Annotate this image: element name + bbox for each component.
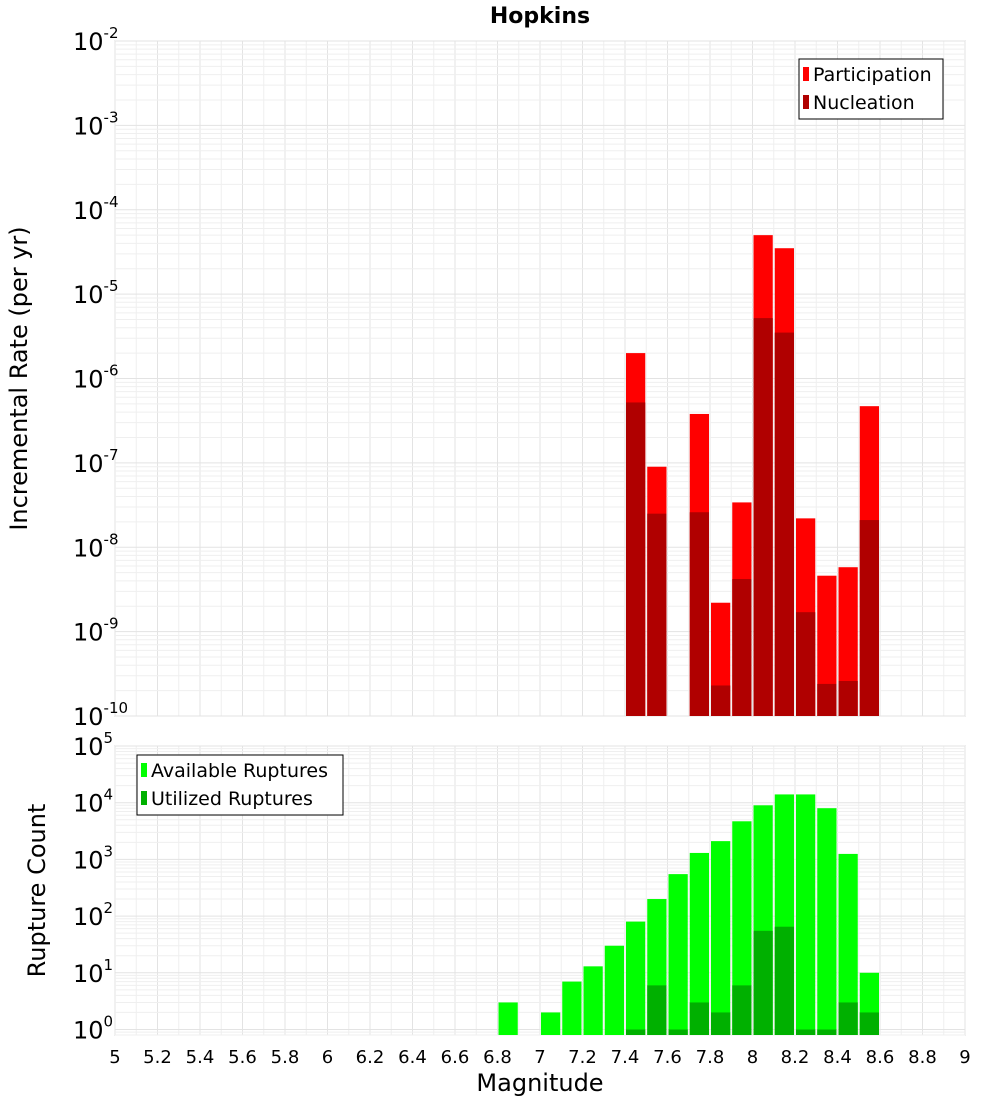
- y-tick-label: 105: [73, 729, 113, 761]
- bar-utilized-ruptures: [647, 985, 667, 1035]
- x-tick-label: 8.2: [781, 1047, 810, 1068]
- bar-available-ruptures: [732, 821, 752, 1035]
- x-tick-label: 6.6: [441, 1047, 470, 1068]
- bar-available-ruptures: [796, 794, 816, 1035]
- x-tick-label: 5.4: [186, 1047, 215, 1068]
- legend-entry: Available Ruptures: [151, 760, 328, 782]
- legend-swatch: [803, 67, 809, 81]
- y-tick-label: 10-10: [73, 699, 128, 731]
- x-tick-label: 6.2: [356, 1047, 385, 1068]
- x-tick-label: 8.8: [908, 1047, 937, 1068]
- legend-entry: Participation: [813, 64, 932, 86]
- x-tick-label: 5.6: [228, 1047, 257, 1068]
- x-tick-label: 6.8: [483, 1047, 512, 1068]
- y-tick-label: 104: [73, 786, 113, 818]
- y-tick-label: 10-5: [73, 277, 119, 309]
- bar-available-ruptures: [817, 808, 837, 1035]
- x-tick-label: 8.6: [866, 1047, 895, 1068]
- y-tick-label: 10-4: [73, 193, 119, 225]
- x-tick-label: 5: [109, 1047, 120, 1068]
- legend-entry: Nucleation: [813, 92, 915, 114]
- x-tick-label: 8.4: [823, 1047, 852, 1068]
- bar-nucleation: [859, 520, 879, 716]
- bar-nucleation: [689, 512, 709, 716]
- x-tick-label: 7.4: [611, 1047, 640, 1068]
- legend-box: [136, 754, 344, 816]
- panel-1: 10-10 10-9 10-8 10-7 10-6 10-5 10-4 10-3 10-2 Inc…: [5, 4, 966, 731]
- x-tick-label: 6.4: [398, 1047, 427, 1068]
- bar-utilized-ruptures: [689, 1002, 709, 1035]
- bar-available-ruptures: [626, 921, 646, 1035]
- y-tick-label: 10-9: [73, 615, 119, 647]
- y-tick-label: 100: [73, 1013, 113, 1045]
- bar-available-ruptures: [604, 945, 624, 1035]
- bar-utilized-ruptures: [668, 1029, 688, 1035]
- bar-utilized-ruptures: [711, 1012, 731, 1035]
- bar-nucleation: [711, 685, 731, 716]
- legend: Available Ruptures Utilized Ruptures: [136, 754, 344, 816]
- x-tick-label: 7.2: [568, 1047, 597, 1068]
- y-tick-label: 102: [73, 899, 113, 931]
- x-tick-label: 7: [534, 1047, 545, 1068]
- bar-available-ruptures: [689, 852, 709, 1035]
- bar-utilized-ruptures: [753, 930, 773, 1035]
- legend-entry: Utilized Ruptures: [151, 788, 313, 810]
- bar-available-ruptures: [668, 874, 688, 1035]
- bar-available-ruptures: [583, 966, 603, 1035]
- legend-box: [798, 58, 944, 120]
- bar-utilized-ruptures: [774, 926, 794, 1035]
- x-tick-label: 6: [322, 1047, 333, 1068]
- x-tick-label: 9: [959, 1047, 970, 1068]
- bar-nucleation: [753, 318, 773, 716]
- bar-available-ruptures: [562, 981, 582, 1035]
- bar-nucleation: [817, 683, 837, 716]
- bar-nucleation: [774, 332, 794, 716]
- y-tick-label: 103: [73, 842, 113, 874]
- bar-utilized-ruptures: [817, 1029, 837, 1035]
- y-axis-label: Incremental Rate (per yr): [5, 226, 33, 530]
- y-axis-label: Rupture Count: [23, 804, 51, 978]
- bar-utilized-ruptures: [626, 1029, 646, 1035]
- legend-swatch: [141, 791, 147, 805]
- chart-title: Hopkins: [490, 4, 590, 29]
- y-tick-label: 10-6: [73, 362, 119, 394]
- bar-nucleation: [732, 579, 752, 716]
- legend-swatch: [141, 763, 147, 777]
- x-axis-label: Magnitude: [476, 1069, 603, 1097]
- bar-nucleation: [647, 513, 667, 716]
- y-tick-label: 10-2: [73, 24, 119, 56]
- y-tick-label: 10-3: [73, 108, 119, 140]
- x-tick-label: 7.6: [653, 1047, 682, 1068]
- bar-available-ruptures: [498, 1002, 518, 1035]
- x-tick-label: 7.8: [696, 1047, 725, 1068]
- y-tick-label: 10-7: [73, 446, 119, 478]
- bar-participation: [817, 575, 837, 716]
- legend: Participation Nucleation: [798, 58, 944, 120]
- x-tick-label: 5.8: [271, 1047, 300, 1068]
- bar-participation: [838, 567, 858, 716]
- bar-nucleation: [838, 680, 858, 716]
- panel-2: 100 101 102 103 104 105 Rupture Count Available…: [23, 729, 971, 1097]
- x-tick-label: 5.2: [143, 1047, 172, 1068]
- bar-utilized-ruptures: [859, 1012, 879, 1035]
- bar-utilized-ruptures: [732, 985, 752, 1035]
- x-tick-label: 8: [747, 1047, 758, 1068]
- bar-utilized-ruptures: [838, 1002, 858, 1035]
- bar-available-ruptures: [838, 853, 858, 1035]
- bar-nucleation: [796, 612, 816, 716]
- bar-utilized-ruptures: [796, 1029, 816, 1035]
- bar-available-ruptures: [711, 841, 731, 1035]
- bar-available-ruptures: [541, 1012, 561, 1035]
- y-tick-label: 101: [73, 956, 113, 988]
- legend-swatch: [803, 95, 809, 109]
- y-tick-label: 10-8: [73, 530, 119, 562]
- bar-nucleation: [626, 402, 646, 716]
